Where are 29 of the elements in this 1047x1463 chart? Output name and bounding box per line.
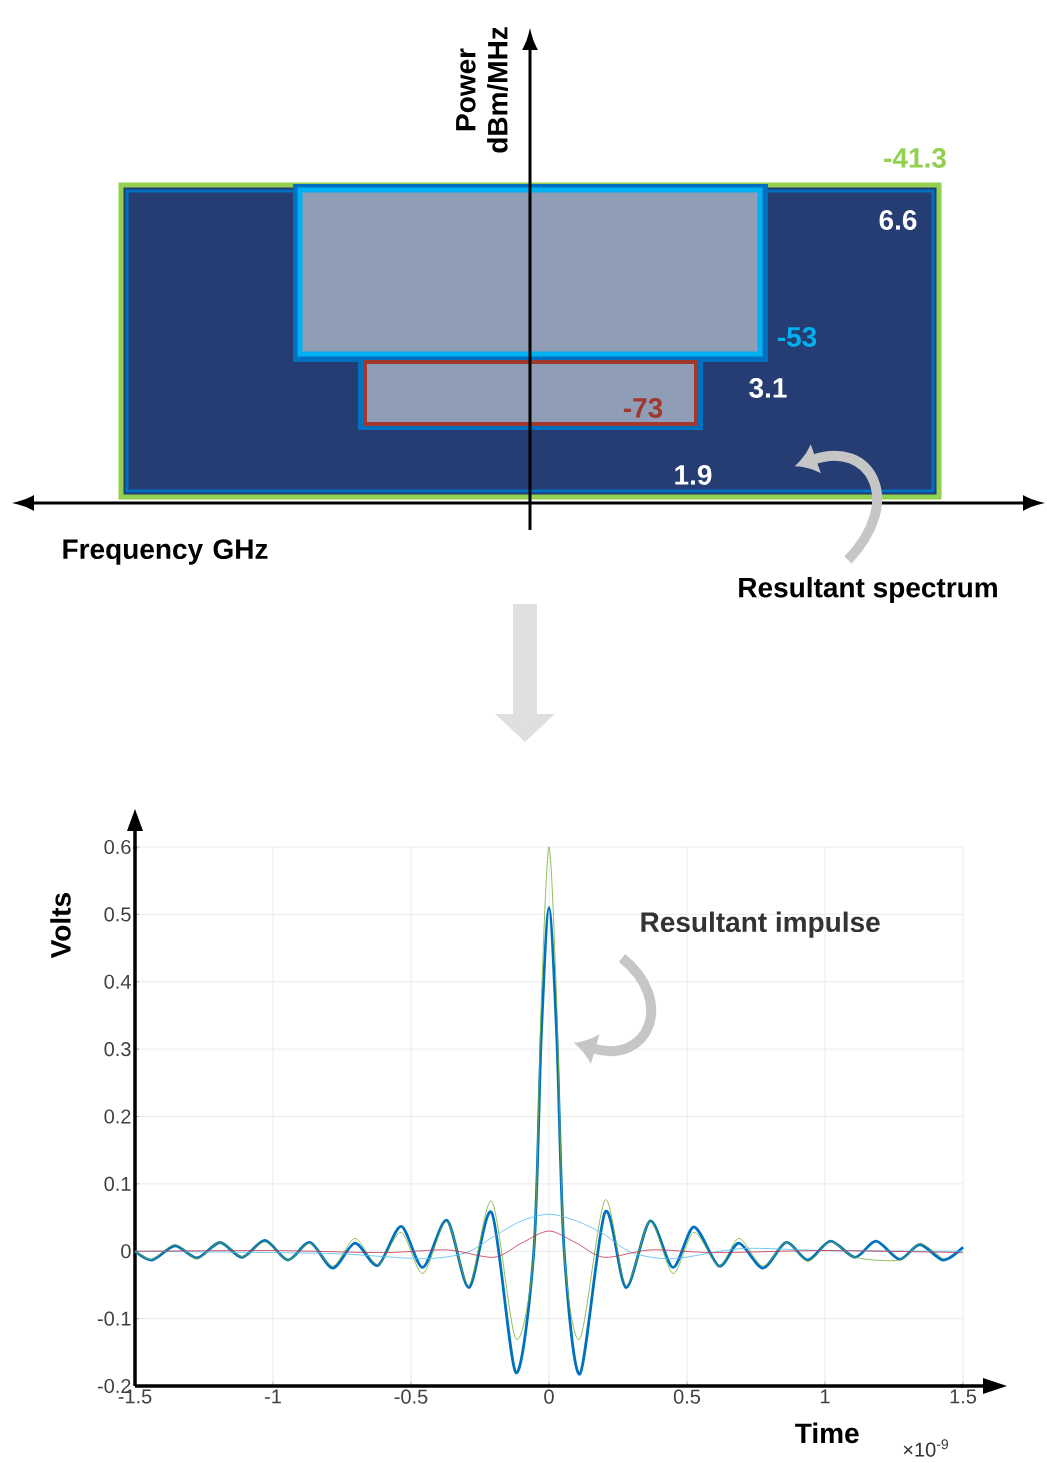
x-axis-title: Time xyxy=(795,1422,859,1444)
y-tick-label: 0.1 xyxy=(104,1176,131,1191)
y-tick-label: 0.2 xyxy=(104,1109,131,1124)
annotation: Resultant impulse xyxy=(641,911,880,938)
text: 1.9 xyxy=(675,465,712,485)
y-tick-label: 0.3 xyxy=(104,1042,131,1057)
text: -73 xyxy=(623,398,663,418)
x-tick-label: -1 xyxy=(265,1389,281,1404)
line-series xyxy=(134,1230,964,1258)
y-tick-label: 0.5 xyxy=(104,907,131,922)
x-tick-label: -0.5 xyxy=(394,1389,428,1404)
x-tick-label: 1 xyxy=(820,1389,830,1404)
text: -41.3 xyxy=(884,148,946,168)
x-tick-label: 0.5 xyxy=(673,1389,701,1404)
y-tick-label: -0.1 xyxy=(97,1311,131,1326)
x-tick-label: 0 xyxy=(544,1389,554,1404)
x-tick-label: 1.5 xyxy=(950,1389,977,1404)
y-axis-title: Volts xyxy=(50,893,71,959)
y-tick-label: 0.4 xyxy=(104,974,131,989)
y-tick-label: 0 xyxy=(121,1244,131,1259)
line-series xyxy=(134,846,944,1340)
text: Power dBm/MHz xyxy=(456,27,508,153)
text: -53 xyxy=(777,327,817,347)
text: 6.6 xyxy=(879,210,917,230)
text: 3.1 xyxy=(749,378,787,398)
text: ×10$^{-9}$ xyxy=(903,1439,949,1457)
text: Resultant spectrum xyxy=(739,576,997,604)
text: Frequency GHz xyxy=(63,539,268,565)
y-tick-label: 0.6 xyxy=(104,839,131,855)
